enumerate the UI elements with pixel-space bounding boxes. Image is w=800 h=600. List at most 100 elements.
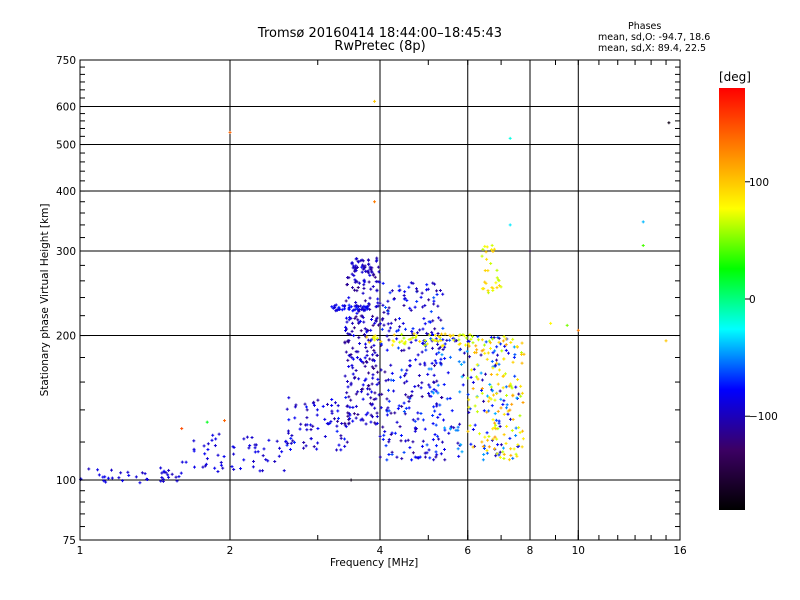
data-point [498, 362, 500, 366]
data-point [449, 333, 451, 337]
data-point [376, 258, 378, 262]
data-point [435, 389, 437, 393]
data-point [422, 418, 424, 422]
data-point [424, 455, 426, 459]
data-point [175, 475, 177, 479]
data-point [467, 342, 469, 346]
data-point [495, 418, 497, 422]
data-point [387, 310, 389, 314]
data-point [520, 394, 522, 398]
data-point [344, 437, 346, 441]
data-point [442, 348, 444, 352]
data-point [194, 465, 196, 469]
data-point [403, 303, 405, 307]
data-point [368, 280, 370, 284]
data-point [310, 437, 312, 441]
data-point [405, 439, 407, 443]
data-point [366, 269, 368, 273]
data-point [389, 326, 391, 330]
data-point [488, 396, 490, 400]
data-point [463, 360, 465, 364]
data-point [467, 376, 469, 380]
data-point [274, 459, 276, 463]
data-point [484, 269, 486, 273]
data-point [465, 336, 467, 340]
x-tick-label: 2 [227, 545, 234, 557]
data-point [504, 344, 506, 348]
data-point [468, 405, 470, 409]
data-point [397, 407, 399, 411]
data-point [367, 411, 369, 415]
data-point [339, 307, 341, 311]
data-point [476, 410, 478, 414]
data-point [348, 353, 350, 357]
data-point [369, 402, 371, 406]
data-point [171, 472, 173, 476]
data-point [492, 389, 494, 393]
data-point [377, 265, 379, 269]
data-point [475, 344, 477, 348]
data-point [350, 316, 352, 320]
data-point [364, 379, 366, 383]
data-point [335, 303, 337, 307]
data-point [249, 444, 251, 448]
data-point [393, 389, 395, 393]
data-point [498, 419, 500, 423]
data-point [439, 412, 441, 416]
data-point [345, 396, 347, 400]
data-point [406, 298, 408, 302]
data-point [362, 316, 364, 320]
data-point [430, 394, 432, 398]
data-point [388, 306, 390, 310]
data-point [377, 323, 379, 327]
data-point [374, 99, 376, 103]
data-point [290, 441, 292, 445]
colorbar-tick-label: 100 [749, 177, 769, 189]
data-point [412, 418, 414, 422]
data-point [468, 410, 470, 414]
data-point [290, 436, 292, 440]
data-point [326, 402, 328, 406]
data-point [386, 334, 388, 338]
data-point [396, 455, 398, 459]
data-point [521, 351, 523, 355]
data-point [373, 397, 375, 401]
data-point [161, 471, 163, 475]
data-point [404, 296, 406, 300]
data-point [496, 358, 498, 362]
data-point [439, 403, 441, 407]
data-point [375, 280, 377, 284]
data-point [358, 336, 360, 340]
data-point [404, 327, 406, 331]
data-point [409, 395, 411, 399]
data-point [331, 398, 333, 402]
data-point [289, 447, 291, 451]
data-point [376, 411, 378, 415]
data-point [372, 358, 374, 362]
data-point [392, 339, 394, 343]
data-point [403, 410, 405, 414]
data-point [356, 356, 358, 360]
data-point [416, 427, 418, 431]
data-point [414, 305, 416, 309]
data-point [432, 319, 434, 323]
data-point [403, 450, 405, 454]
data-point [462, 383, 464, 387]
data-point [204, 464, 206, 468]
data-point [457, 425, 459, 429]
data-point [498, 340, 500, 344]
data-point [510, 384, 512, 388]
data-point [401, 457, 403, 461]
data-point [432, 422, 434, 426]
data-point [324, 435, 326, 439]
data-point [521, 361, 523, 365]
data-point [490, 385, 492, 389]
data-point [419, 328, 421, 332]
colorbar-unit-label: [deg] [719, 70, 751, 84]
data-point [193, 447, 195, 451]
data-point [509, 136, 511, 140]
data-point [430, 310, 432, 314]
data-point [388, 409, 390, 413]
data-point [372, 285, 374, 289]
data-point [403, 381, 405, 385]
